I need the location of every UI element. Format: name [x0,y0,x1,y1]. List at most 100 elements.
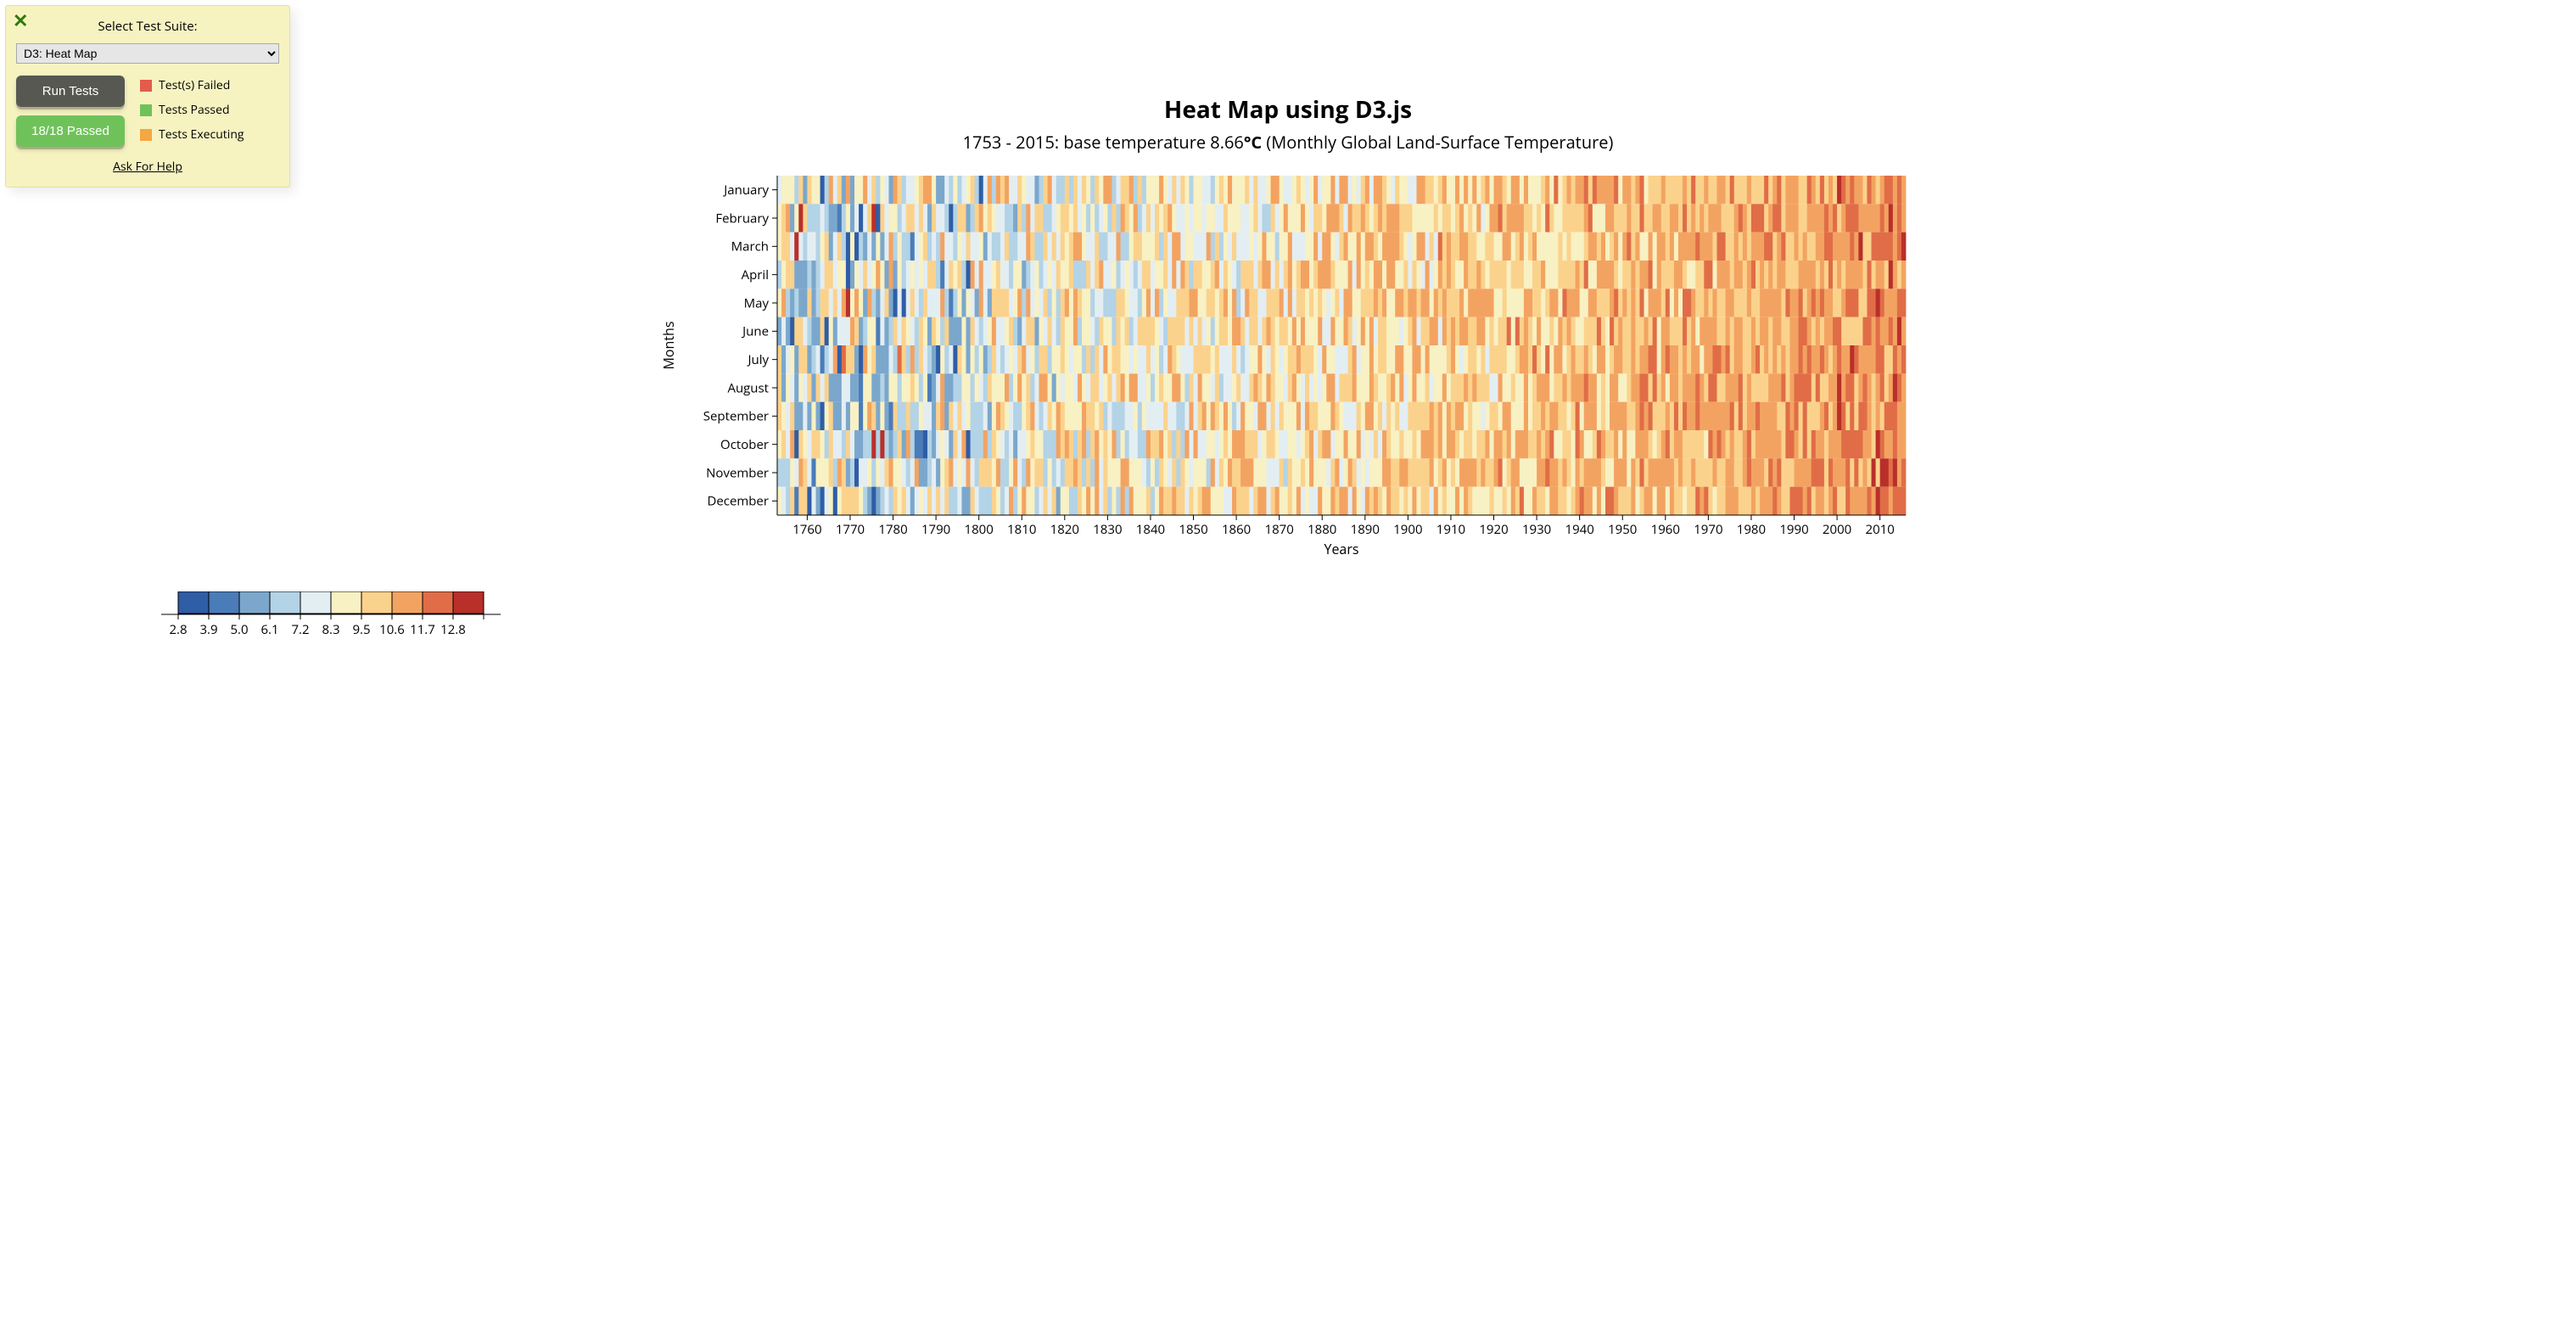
heatmap-cell[interactable] [1386,345,1391,373]
heatmap-cell[interactable] [996,233,1000,261]
heatmap-cell[interactable] [1649,261,1653,289]
heatmap-cell[interactable] [1862,487,1867,515]
heatmap-cell[interactable] [1357,204,1361,232]
heatmap-cell[interactable] [1257,458,1262,486]
heatmap-cell[interactable] [1785,430,1789,458]
heatmap-cell[interactable] [1172,345,1176,373]
heatmap-cell[interactable] [1219,458,1224,486]
heatmap-cell[interactable] [1044,261,1048,289]
heatmap-cell[interactable] [1155,261,1159,289]
heatmap-cell[interactable] [949,261,953,289]
heatmap-cell[interactable] [1789,317,1794,345]
heatmap-cell[interactable] [1361,373,1365,401]
heatmap-cell[interactable] [1391,261,1395,289]
heatmap-cell[interactable] [1168,233,1172,261]
heatmap-cell[interactable] [1674,345,1678,373]
heatmap-cell[interactable] [1584,458,1588,486]
heatmap-cell[interactable] [1361,204,1365,232]
heatmap-cell[interactable] [953,176,957,204]
heatmap-cell[interactable] [1408,317,1412,345]
heatmap-cell[interactable] [1489,487,1493,515]
heatmap-cell[interactable] [1374,261,1378,289]
heatmap-cell[interactable] [1554,458,1558,486]
heatmap-cell[interactable] [1455,402,1459,430]
heatmap-cell[interactable] [829,430,833,458]
heatmap-cell[interactable] [1661,261,1666,289]
heatmap-cell[interactable] [1485,487,1489,515]
heatmap-cell[interactable] [1086,373,1090,401]
heatmap-cell[interactable] [837,430,842,458]
heatmap-cell[interactable] [961,402,966,430]
heatmap-cell[interactable] [1464,176,1468,204]
heatmap-cell[interactable] [1253,373,1257,401]
heatmap-cell[interactable] [1005,402,1009,430]
heatmap-cell[interactable] [1816,204,1820,232]
heatmap-cell[interactable] [825,204,829,232]
heatmap-cell[interactable] [1716,204,1721,232]
heatmap-cell[interactable] [1267,487,1271,515]
heatmap-cell[interactable] [781,176,786,204]
heatmap-cell[interactable] [1447,317,1451,345]
heatmap-cell[interactable] [1695,345,1700,373]
heatmap-cell[interactable] [1430,487,1434,515]
heatmap-cell[interactable] [1520,317,1524,345]
heatmap-cell[interactable] [1549,233,1554,261]
heatmap-cell[interactable] [1498,487,1503,515]
heatmap-cell[interactable] [781,345,786,373]
heatmap-cell[interactable] [1257,289,1262,317]
heatmap-cell[interactable] [833,373,837,401]
heatmap-cell[interactable] [1858,487,1862,515]
heatmap-cell[interactable] [1082,289,1086,317]
heatmap-cell[interactable] [1262,458,1266,486]
heatmap-cell[interactable] [1562,261,1566,289]
heatmap-cell[interactable] [1858,261,1862,289]
heatmap-cell[interactable] [944,487,949,515]
heatmap-cell[interactable] [1339,458,1343,486]
heatmap-cell[interactable] [1207,373,1211,401]
heatmap-cell[interactable] [1777,430,1781,458]
heatmap-cell[interactable] [1090,487,1095,515]
heatmap-cell[interactable] [915,289,919,317]
heatmap-cell[interactable] [1712,317,1716,345]
heatmap-cell[interactable] [1511,458,1515,486]
heatmap-cell[interactable] [966,345,971,373]
heatmap-cell[interactable] [1666,317,1670,345]
heatmap-cell[interactable] [1009,317,1013,345]
heatmap-cell[interactable] [837,458,842,486]
heatmap-cell[interactable] [786,430,790,458]
heatmap-cell[interactable] [1262,176,1266,204]
heatmap-cell[interactable] [1034,373,1039,401]
heatmap-cell[interactable] [1198,430,1202,458]
heatmap-cell[interactable] [1627,204,1631,232]
heatmap-cell[interactable] [1382,317,1386,345]
heatmap-cell[interactable] [880,289,884,317]
heatmap-cell[interactable] [1799,373,1803,401]
heatmap-cell[interactable] [867,317,871,345]
heatmap-cell[interactable] [811,458,815,486]
heatmap-cell[interactable] [854,204,859,232]
heatmap-cell[interactable] [1034,176,1039,204]
heatmap-cell[interactable] [1142,458,1146,486]
heatmap-cell[interactable] [1168,402,1172,430]
heatmap-cell[interactable] [1799,458,1803,486]
heatmap-cell[interactable] [1618,345,1622,373]
heatmap-cell[interactable] [1683,204,1687,232]
heatmap-cell[interactable] [1880,176,1884,204]
heatmap-cell[interactable] [1121,233,1125,261]
heatmap-cell[interactable] [888,317,893,345]
heatmap-cell[interactable] [1211,487,1215,515]
heatmap-cell[interactable] [1841,289,1845,317]
heatmap-cell[interactable] [1777,261,1781,289]
heatmap-cell[interactable] [1240,261,1245,289]
heatmap-cell[interactable] [1785,289,1789,317]
heatmap-cell[interactable] [1271,373,1275,401]
heatmap-cell[interactable] [1086,289,1090,317]
heatmap-cell[interactable] [1695,402,1700,430]
heatmap-cell[interactable] [1134,289,1138,317]
heatmap-cell[interactable] [1013,487,1017,515]
heatmap-cell[interactable] [1588,261,1593,289]
heatmap-cell[interactable] [1566,289,1571,317]
heatmap-cell[interactable] [1399,345,1403,373]
heatmap-cell[interactable] [949,487,953,515]
heatmap-cell[interactable] [1048,402,1052,430]
